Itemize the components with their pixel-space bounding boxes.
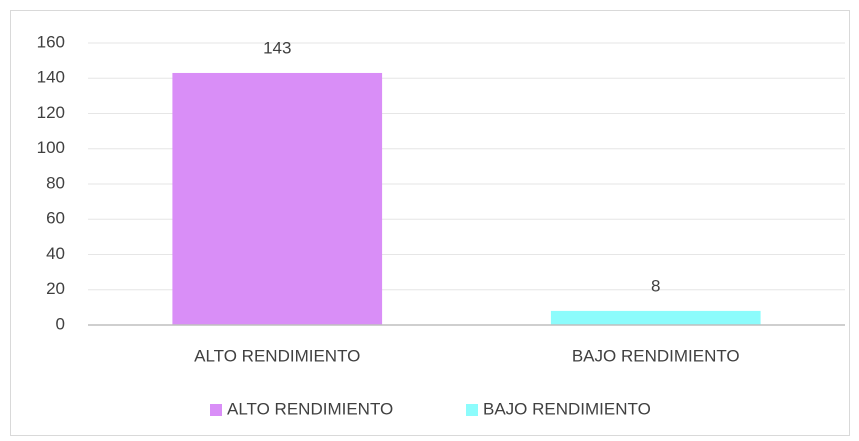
bar <box>550 310 761 325</box>
y-tick-label: 100 <box>37 138 65 157</box>
legend-swatch <box>466 404 478 416</box>
y-tick-label: 120 <box>37 103 65 122</box>
legend-label: BAJO RENDIMIENTO <box>483 399 651 418</box>
legend-label: ALTO RENDIMIENTO <box>227 399 393 418</box>
bar <box>172 72 383 326</box>
data-label: 143 <box>263 38 291 57</box>
y-tick-label: 0 <box>56 314 65 333</box>
legend-swatch <box>210 404 222 416</box>
x-tick-label: ALTO RENDIMIENTO <box>194 346 360 365</box>
y-tick-label: 80 <box>46 173 65 192</box>
y-tick-label: 40 <box>46 244 65 263</box>
y-tick-label: 60 <box>46 209 65 228</box>
chart-border <box>10 10 850 436</box>
y-tick-label: 140 <box>37 68 65 87</box>
y-tick-label: 20 <box>46 279 65 298</box>
x-tick-label: BAJO RENDIMIENTO <box>572 346 740 365</box>
data-label: 8 <box>651 276 660 295</box>
y-tick-label: 160 <box>37 32 65 51</box>
